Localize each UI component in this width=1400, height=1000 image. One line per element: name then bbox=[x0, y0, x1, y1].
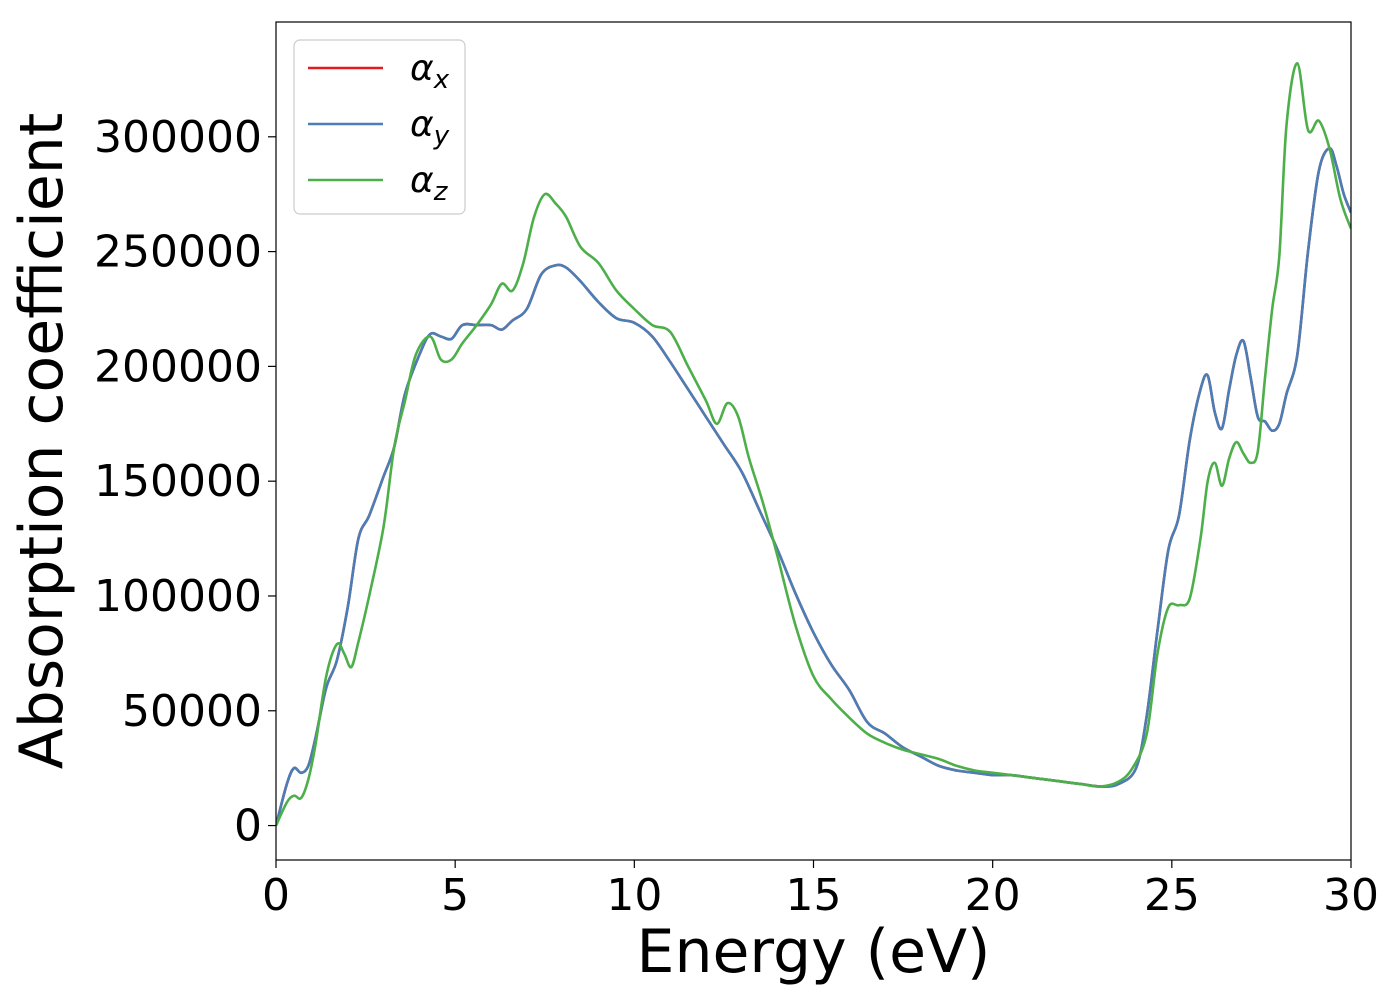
legend-label-y: αy bbox=[410, 104, 450, 151]
x-tick-label: 0 bbox=[262, 870, 290, 921]
y-tick-label: 200000 bbox=[94, 341, 262, 392]
x-axis-ticks: 0 5 10 15 20 25 30 bbox=[262, 860, 1379, 921]
legend: αx αy αz bbox=[293, 39, 466, 215]
y-tick-label: 0 bbox=[234, 801, 262, 852]
series-line-y bbox=[276, 147, 1351, 826]
series-line-z bbox=[276, 61, 1351, 827]
legend-label-z: αz bbox=[410, 160, 449, 207]
y-tick-label: 100000 bbox=[94, 571, 262, 622]
y-tick-label: 250000 bbox=[94, 227, 262, 278]
y-tick-label: 300000 bbox=[94, 112, 262, 163]
y-tick-label: 50000 bbox=[122, 686, 262, 737]
x-tick-label: 15 bbox=[786, 870, 842, 921]
x-tick-label: 30 bbox=[1323, 870, 1379, 921]
legend-box bbox=[293, 39, 466, 215]
x-axis-title: Energy (eV) bbox=[637, 917, 991, 987]
y-axis-ticks: 0 50000 100000 150000 200000 250000 300000 bbox=[94, 112, 276, 852]
y-axis-title: Absorption coefficient bbox=[7, 113, 77, 770]
legend-label-x: αx bbox=[410, 48, 450, 95]
series-line-x bbox=[276, 147, 1351, 826]
x-tick-label: 20 bbox=[965, 870, 1021, 921]
y-tick-label: 150000 bbox=[94, 456, 262, 507]
x-tick-label: 25 bbox=[1144, 870, 1200, 921]
plot-frame bbox=[275, 21, 1352, 861]
x-tick-label: 5 bbox=[441, 870, 469, 921]
x-tick-label: 10 bbox=[606, 870, 662, 921]
series-lines bbox=[276, 61, 1351, 827]
